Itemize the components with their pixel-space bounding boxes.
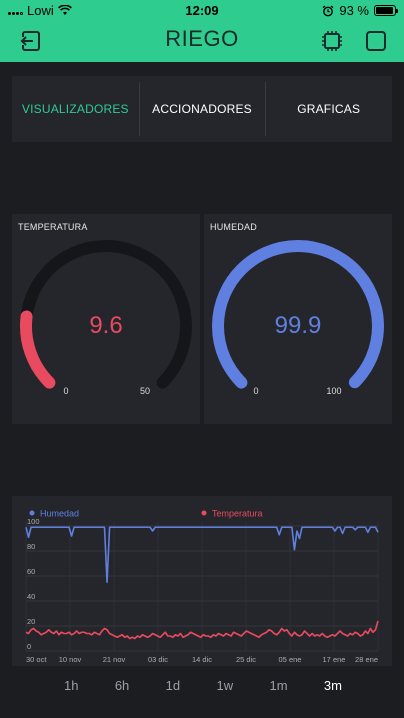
status-right: 93 % bbox=[322, 3, 398, 18]
gauge-value-arc bbox=[20, 310, 56, 389]
x-tick-label: 21 nov bbox=[103, 655, 126, 664]
app-header: RIEGO bbox=[0, 20, 404, 62]
page-title: RIEGO bbox=[165, 26, 239, 51]
battery-percent: 93 % bbox=[339, 3, 369, 18]
gauge-temperatura[interactable]: TEMPERATURA 9.6 0 50 bbox=[12, 214, 200, 424]
y-tick-label: 60 bbox=[27, 567, 35, 576]
range-1d[interactable]: 1d bbox=[165, 678, 181, 693]
gauge-min: 0 bbox=[63, 386, 68, 396]
gauge-max: 100 bbox=[326, 386, 341, 396]
status-left: Lowi bbox=[8, 3, 72, 18]
time-range-selector: 1h 6h 1d 1w 1m 3m bbox=[58, 678, 348, 698]
y-tick-label: 40 bbox=[27, 592, 35, 601]
square-icon bbox=[366, 31, 386, 51]
x-tick-label: 30 oct bbox=[26, 655, 47, 664]
x-tick-label: 10 nov bbox=[59, 655, 82, 664]
x-tick-label: 17 ene bbox=[323, 655, 346, 664]
range-3m[interactable]: 3m bbox=[323, 678, 342, 693]
x-tick-label: 25 dic bbox=[236, 655, 256, 664]
alarm-icon bbox=[322, 4, 334, 16]
gauge-min: 0 bbox=[253, 386, 258, 396]
tab-bar: VISUALIZADORES ACCIONADORES GRAFICAS bbox=[12, 76, 392, 142]
y-tick-label: 80 bbox=[27, 542, 35, 551]
carrier-name: Lowi bbox=[27, 3, 54, 18]
range-6h[interactable]: 6h bbox=[114, 678, 130, 693]
exit-button[interactable] bbox=[18, 29, 42, 53]
tab-graficas[interactable]: GRAFICAS bbox=[265, 76, 392, 142]
legend-marker bbox=[29, 510, 35, 516]
legend-marker bbox=[201, 510, 207, 516]
gauge-label: HUMEDAD bbox=[210, 222, 257, 232]
series-line-temperatura bbox=[25, 620, 379, 640]
legend-label: Humedad bbox=[40, 509, 79, 519]
tab-accionadores[interactable]: ACCIONADORES bbox=[138, 76, 266, 142]
gauge-value-arc bbox=[212, 240, 384, 389]
battery-icon bbox=[374, 5, 398, 16]
legend-label: Temperatura bbox=[212, 509, 263, 519]
range-1m[interactable]: 1m bbox=[269, 678, 288, 693]
signal-icon bbox=[8, 6, 23, 15]
wifi-icon bbox=[57, 5, 72, 15]
gauge-humedad[interactable]: HUMEDAD 99.9 0 100 bbox=[204, 214, 392, 424]
x-tick-label: 14 dic bbox=[192, 655, 212, 664]
history-chart[interactable]: Humedad Temperatura 0 20 40 60 80 100 30 oct 10 n… bbox=[12, 496, 392, 666]
device-button[interactable] bbox=[320, 29, 344, 53]
stop-button[interactable] bbox=[364, 29, 388, 53]
series-line-humedad bbox=[25, 526, 379, 584]
gauge-value: 99.9 bbox=[275, 312, 322, 339]
range-1w[interactable]: 1w bbox=[216, 678, 234, 693]
y-tick-label: 0 bbox=[27, 642, 31, 651]
x-tick-label: 03 dic bbox=[148, 655, 168, 664]
y-tick-label: 100 bbox=[27, 517, 40, 526]
gauge-max: 50 bbox=[140, 386, 150, 396]
x-tick-label: 28 ene bbox=[355, 655, 378, 664]
tab-visualizadores[interactable]: VISUALIZADORES bbox=[21, 102, 129, 116]
status-bar: Lowi 12:09 93 % bbox=[0, 0, 404, 20]
chart-canvas: Humedad Temperatura 0 20 40 60 80 100 30 oct 10 n… bbox=[25, 509, 379, 664]
exit-icon bbox=[20, 31, 40, 51]
chip-icon bbox=[322, 31, 342, 51]
gauge-value: 9.6 bbox=[89, 312, 122, 339]
y-tick-label: 20 bbox=[27, 617, 35, 626]
status-time: 12:09 bbox=[185, 3, 219, 18]
x-tick-label: 05 ene bbox=[279, 655, 302, 664]
range-1h[interactable]: 1h bbox=[64, 678, 79, 693]
gauge-label: TEMPERATURA bbox=[18, 222, 88, 232]
